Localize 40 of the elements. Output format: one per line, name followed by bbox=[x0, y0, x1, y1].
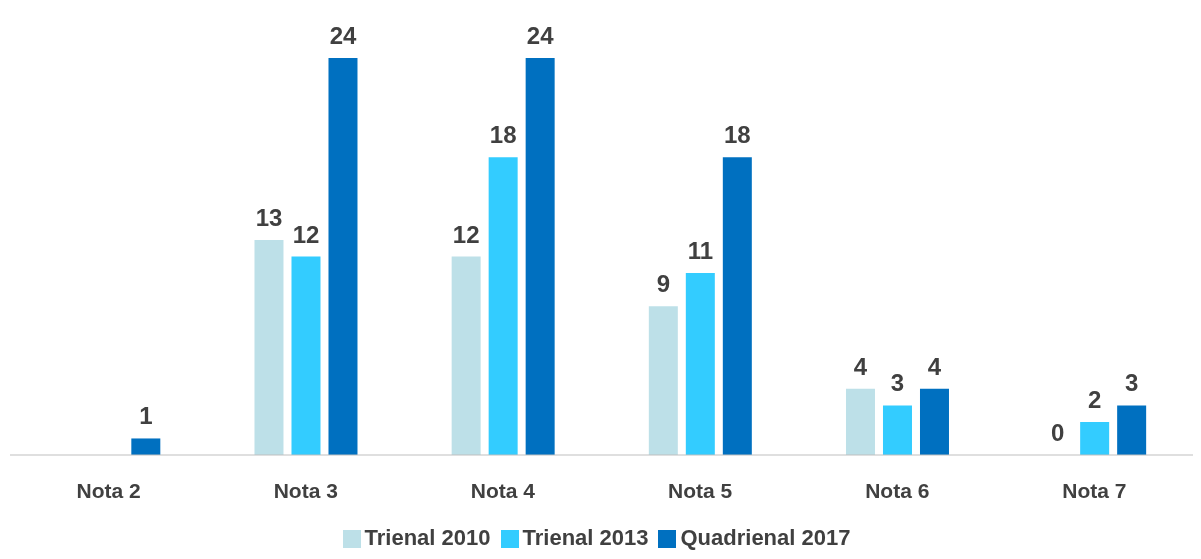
bar bbox=[1080, 421, 1110, 455]
x-tick-label: Nota 2 bbox=[76, 478, 141, 502]
data-label: 12 bbox=[292, 220, 320, 248]
bar bbox=[648, 306, 678, 455]
bar bbox=[291, 256, 321, 455]
data-label: 4 bbox=[853, 352, 868, 380]
bar bbox=[131, 438, 161, 455]
bar bbox=[451, 256, 481, 455]
x-tick-label: Nota 6 bbox=[865, 478, 930, 502]
bar bbox=[488, 157, 518, 455]
legend-label: Trienal 2013 bbox=[522, 525, 649, 550]
x-tick-label: Nota 5 bbox=[667, 478, 733, 502]
bar bbox=[328, 58, 358, 455]
bar bbox=[919, 388, 949, 455]
data-label: 3 bbox=[1124, 369, 1139, 397]
x-tick-label: Nota 3 bbox=[273, 478, 338, 502]
bar bbox=[525, 58, 555, 455]
data-label: 12 bbox=[452, 220, 480, 248]
data-label: 18 bbox=[723, 121, 751, 149]
bar bbox=[1117, 405, 1147, 455]
bar bbox=[882, 405, 912, 455]
data-label: 3 bbox=[890, 369, 905, 397]
data-label: 24 bbox=[526, 22, 555, 49]
bar bbox=[722, 157, 752, 455]
bar bbox=[685, 273, 715, 455]
data-label: 4 bbox=[927, 352, 942, 380]
data-label: 24 bbox=[329, 22, 357, 49]
legend-label: Quadrienal 2017 bbox=[680, 525, 851, 550]
legend-label: Trienal 2010 bbox=[364, 525, 491, 550]
data-label: 18 bbox=[489, 121, 517, 149]
data-label: 1 bbox=[139, 402, 153, 430]
bar bbox=[254, 239, 284, 455]
data-label: 11 bbox=[687, 237, 714, 265]
bar bbox=[845, 388, 875, 455]
data-label: 9 bbox=[656, 270, 670, 298]
x-tick-label: Nota 4 bbox=[470, 478, 536, 502]
data-label: 2 bbox=[1087, 385, 1102, 413]
x-tick-label: Nota 7 bbox=[1062, 478, 1127, 502]
data-label: 0 bbox=[1050, 418, 1065, 446]
data-label: 13 bbox=[255, 203, 283, 231]
